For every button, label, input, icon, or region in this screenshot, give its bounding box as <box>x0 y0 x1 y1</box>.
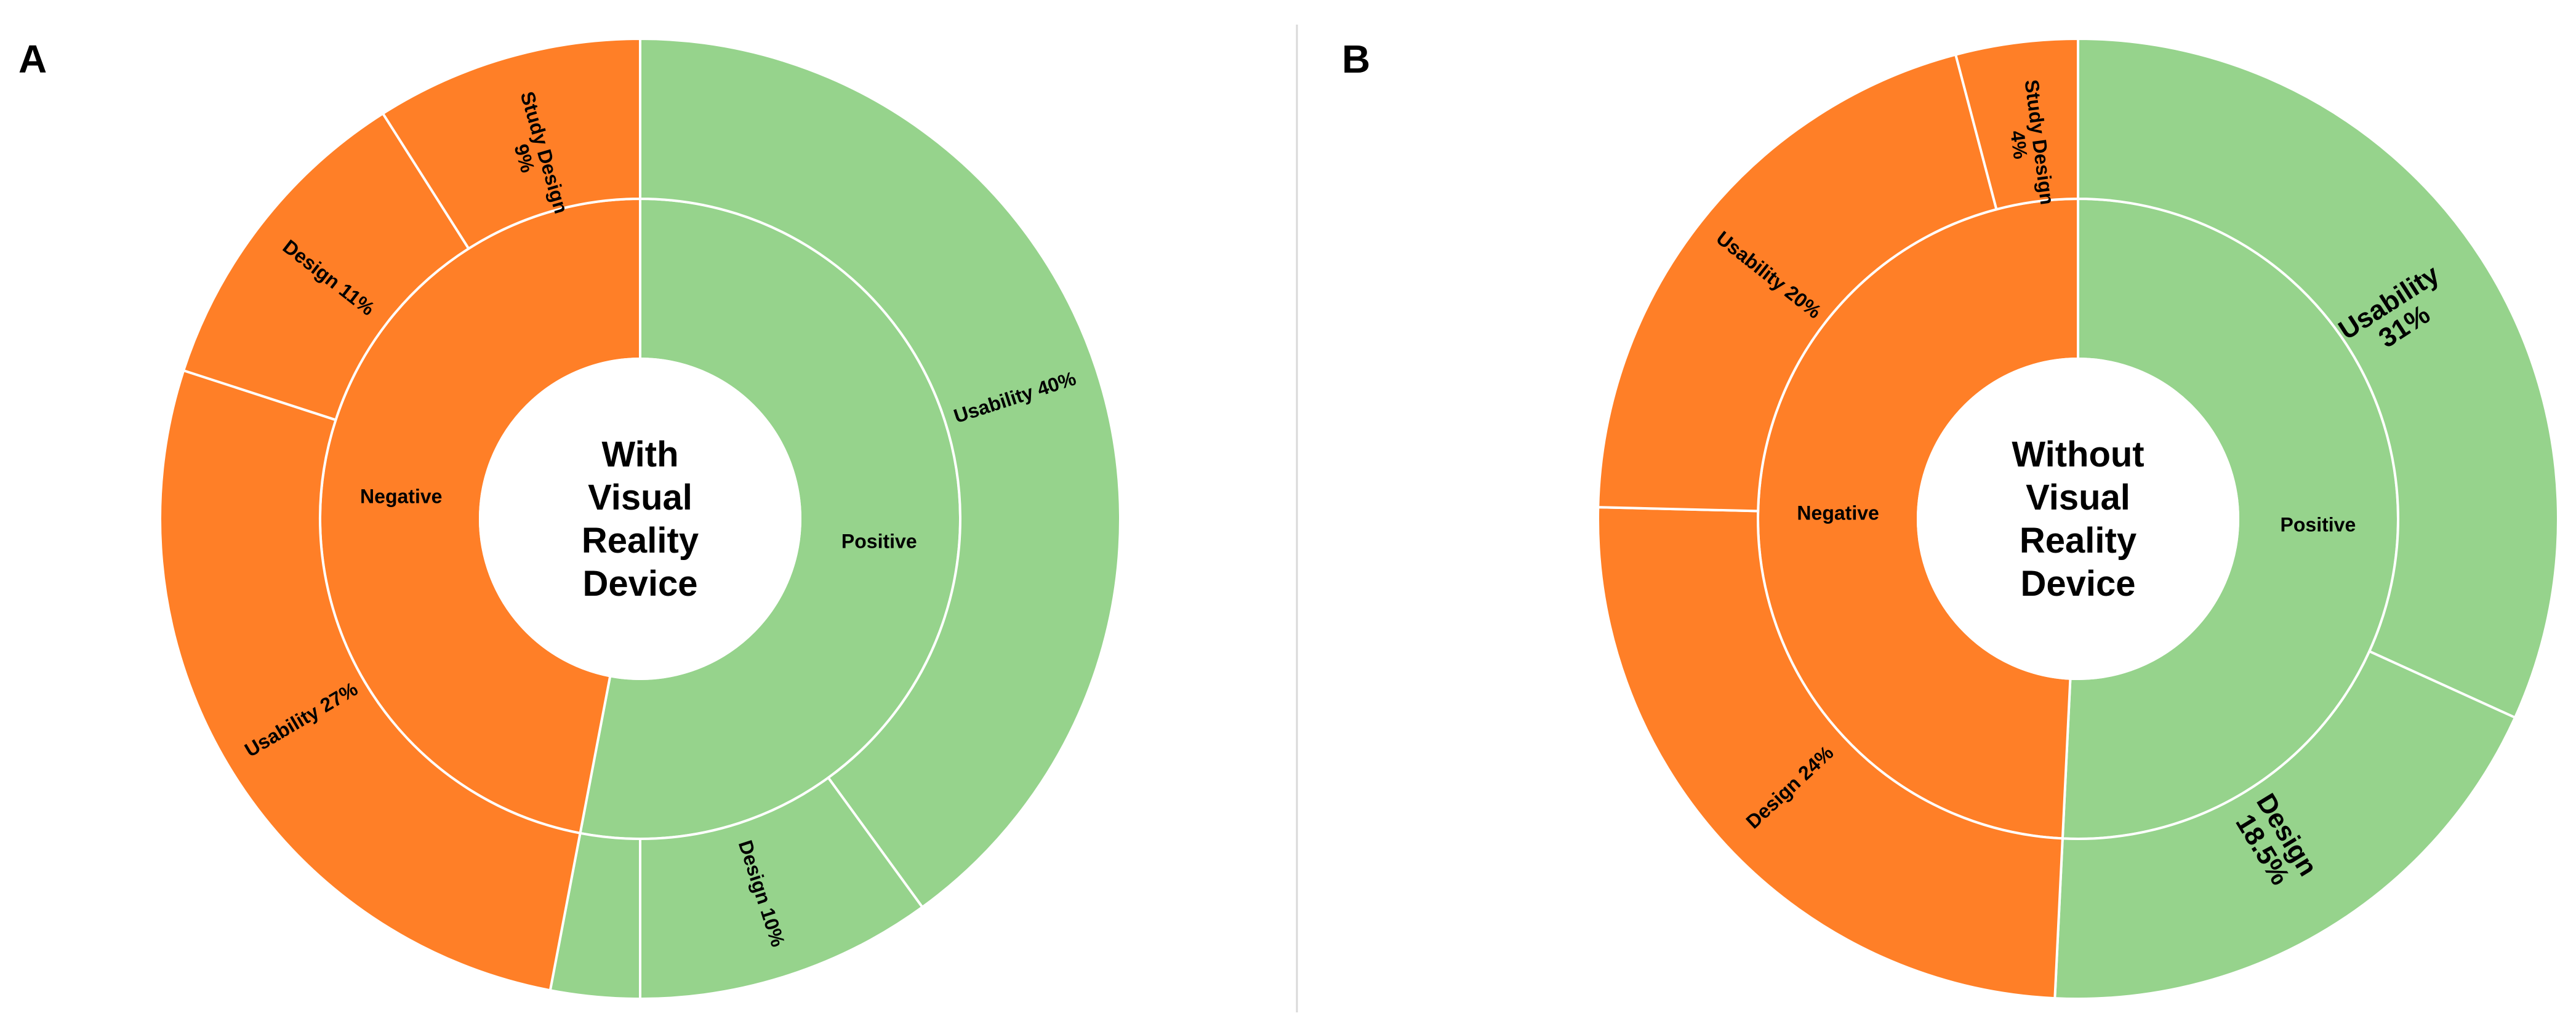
outer-segment-positive-usability-40 <box>639 37 1121 909</box>
center-title: With Visual Reality Device <box>582 434 699 604</box>
outer-segment-negative-usability-20 <box>1597 53 1998 513</box>
center-hole <box>479 358 801 680</box>
panel-b-letter: B <box>1342 37 1370 81</box>
inner-label-negative: Negative <box>1797 502 1879 524</box>
center-title: Without Visual Reality Device <box>2012 434 2144 604</box>
outer-segment-negative-design-11 <box>182 111 471 422</box>
outer-segment-positive-design-18-5 <box>2053 649 2517 1000</box>
outer-segment-negative-study-design-9 <box>381 37 641 250</box>
inner-label-positive: Positive <box>841 531 917 553</box>
center-hole <box>1917 358 2239 680</box>
inner-label-negative: Negative <box>360 485 442 507</box>
outer-segment-negative-usability-27 <box>159 369 582 992</box>
panel-b-chart: BPositiveNegativeUsability31%Design18.5%… <box>1342 37 2559 1000</box>
outer-segment-negative-study-design-4 <box>1954 37 2079 211</box>
panel-a-letter: A <box>18 37 47 81</box>
outer-segment-negative-design-24 <box>1597 506 2064 1000</box>
inner-label-positive: Positive <box>2281 513 2356 535</box>
outer-segment-positive-usability-31 <box>2077 37 2559 719</box>
